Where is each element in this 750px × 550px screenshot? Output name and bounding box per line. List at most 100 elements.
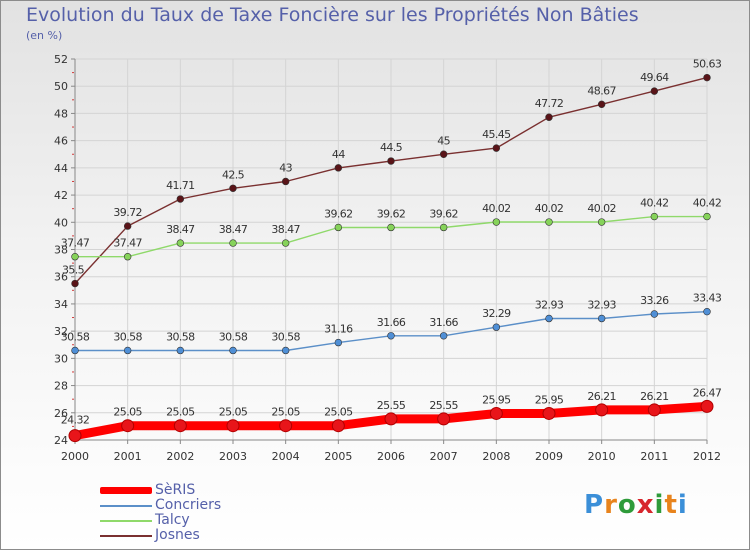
- x-tick-label: 2011: [640, 450, 668, 463]
- data-point-talcy: [71, 253, 79, 261]
- x-tick-label: 2003: [219, 450, 247, 463]
- y-tick-label: 40: [54, 216, 68, 229]
- data-point-talcy: [545, 218, 553, 226]
- legend-label-talcy: Talcy: [155, 512, 190, 528]
- data-label-concriers: 31.16: [324, 323, 353, 336]
- data-label-concriers: 32.29: [482, 307, 511, 320]
- data-point-s-ris: [173, 419, 187, 433]
- data-point-concriers: [229, 346, 237, 355]
- data-point-s-ris: [331, 419, 345, 433]
- data-point-talcy: [334, 223, 343, 232]
- y-tick-label: 48: [54, 107, 68, 120]
- legend-swatch-josnes: [100, 535, 152, 537]
- legend: SèRIS Concriers Talcy Josnes: [100, 482, 300, 543]
- data-point-josnes: [703, 73, 711, 82]
- x-tick-label: 2004: [272, 450, 300, 463]
- legend-item-josnes: Josnes: [100, 527, 300, 543]
- data-label-s-ris: 25.55: [429, 399, 458, 412]
- data-label-s-ris: 25.95: [482, 393, 511, 406]
- grid: [74, 58, 708, 441]
- data-point-talcy: [176, 239, 185, 247]
- data-point-concriers: [71, 346, 79, 355]
- x-tick-label: 2008: [482, 450, 510, 463]
- data-label-talcy: 40.02: [587, 202, 616, 215]
- data-label-concriers: 30.58: [61, 330, 90, 343]
- x-tick-label: 2005: [324, 450, 352, 463]
- data-label-talcy: 39.62: [429, 207, 458, 220]
- data-point-josnes: [71, 279, 79, 288]
- data-point-concriers: [650, 310, 659, 318]
- data-label-concriers: 30.58: [219, 330, 248, 343]
- data-point-concriers: [334, 338, 343, 347]
- y-tick-label: 36: [54, 271, 68, 284]
- y-tick-label: 38: [54, 244, 68, 257]
- legend-item-talcy: Talcy: [100, 512, 300, 528]
- y-tick-label: 24: [54, 434, 68, 447]
- data-point-josnes: [650, 87, 659, 95]
- data-point-s-ris: [489, 406, 503, 420]
- legend-swatch-seris: [100, 487, 152, 494]
- data-label-s-ris: 25.95: [535, 393, 564, 406]
- data-label-josnes: 44.5: [380, 141, 403, 154]
- legend-label-concriers: Concriers: [155, 497, 222, 513]
- data-label-talcy: 37.47: [61, 237, 90, 250]
- data-point-talcy: [387, 223, 395, 232]
- data-labels: 24.32 25.05 25.05 25.05 25.05 25.05 25.55 25.55…: [61, 58, 723, 427]
- legend-label-josnes: Josnes: [155, 527, 200, 543]
- legend-swatch-talcy: [100, 520, 152, 522]
- data-label-s-ris: 25.05: [166, 406, 195, 419]
- data-point-talcy: [597, 218, 606, 226]
- data-label-talcy: 40.42: [640, 197, 669, 210]
- data-label-josnes: 39.72: [113, 206, 142, 219]
- data-point-josnes: [439, 150, 448, 158]
- data-label-s-ris: 26.21: [587, 390, 616, 403]
- data-label-talcy: 38.47: [166, 223, 195, 236]
- y-tick-label: 32: [54, 325, 68, 338]
- data-label-s-ris: 25.05: [113, 406, 142, 419]
- data-point-s-ris: [279, 419, 293, 433]
- data-label-talcy: 39.62: [324, 207, 353, 220]
- data-label-s-ris: 25.05: [219, 406, 248, 419]
- data-label-concriers: 30.58: [271, 330, 300, 343]
- x-axis-ticks: 2000 2001 2002 2003 2004 2005 2006 2007 2008 2009…: [61, 440, 721, 463]
- data-label-s-ris: 24.32: [61, 414, 90, 427]
- data-point-talcy: [492, 218, 501, 226]
- data-point-talcy: [439, 223, 448, 232]
- x-tick-label: 2000: [61, 450, 89, 463]
- data-label-talcy: 38.47: [219, 223, 248, 236]
- data-label-concriers: 31.66: [377, 316, 406, 329]
- data-label-josnes: 43: [279, 161, 292, 174]
- data-label-concriers: 33.43: [693, 292, 722, 305]
- data-label-s-ris: 25.55: [377, 399, 406, 412]
- data-label-concriers: 32.93: [535, 298, 564, 311]
- data-point-s-ris: [121, 419, 135, 433]
- data-point-concriers: [281, 346, 290, 355]
- y-tick-label: 50: [54, 80, 68, 93]
- data-point-talcy: [123, 253, 132, 261]
- x-tick-label: 2001: [114, 450, 142, 463]
- data-point-concriers: [492, 323, 501, 331]
- data-label-talcy: 40.02: [482, 202, 511, 215]
- data-label-talcy: 37.47: [113, 237, 142, 250]
- legend-swatch-concriers: [100, 505, 152, 507]
- y-axis-ticks: 24 26 28 30 32 34 36 38 40 42 44 46 48 50 52: [54, 53, 75, 447]
- data-label-josnes: 44: [332, 148, 345, 161]
- data-label-s-ris: 26.21: [640, 390, 669, 403]
- y-unit-label: (en %): [26, 29, 63, 42]
- data-point-talcy: [703, 212, 711, 221]
- y-tick-label: 42: [54, 189, 68, 202]
- chart-title: Evolution du Taux de Taxe Foncière sur l…: [26, 4, 639, 26]
- data-point-s-ris: [700, 399, 714, 413]
- data-point-concriers: [123, 346, 132, 355]
- data-label-talcy: 40.42: [693, 197, 722, 210]
- x-tick-label: 2002: [166, 450, 194, 463]
- data-label-s-ris: 25.05: [324, 406, 353, 419]
- data-label-talcy: 39.62: [377, 207, 406, 220]
- data-point-concriers: [176, 346, 185, 355]
- data-label-josnes: 42.5: [222, 168, 245, 181]
- series-group: [68, 73, 714, 443]
- y-tick-label: 52: [54, 53, 68, 66]
- x-tick-label: 2007: [430, 450, 458, 463]
- data-point-concriers: [387, 332, 395, 340]
- x-tick-label: 2006: [377, 450, 405, 463]
